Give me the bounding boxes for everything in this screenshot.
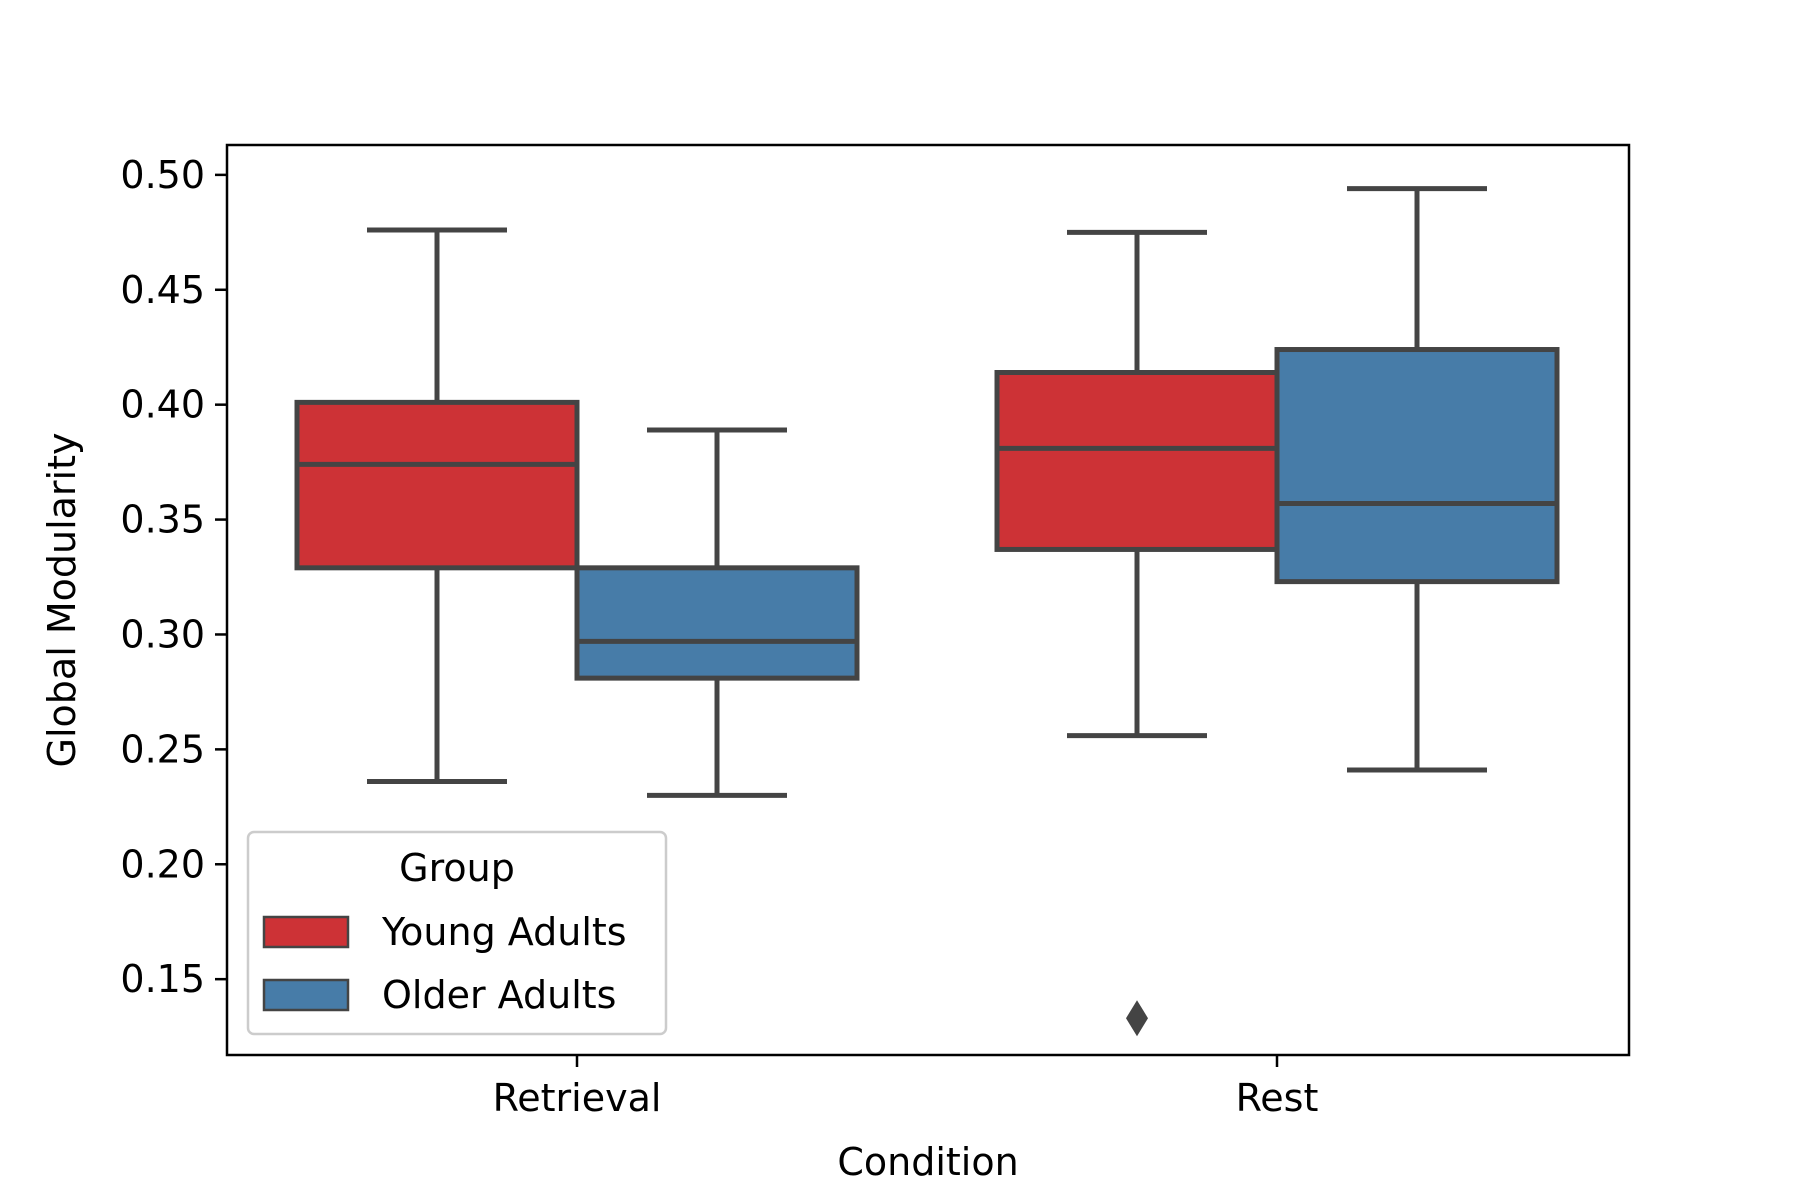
iqr-box [294,399,580,571]
y-axis-label: Global Modularity [40,433,84,768]
y-tick-label: 0.30 [120,612,205,656]
y-tick-label: 0.20 [120,842,205,886]
iqr-box [574,565,860,681]
iqr-box [1274,347,1560,585]
iqr-box [994,370,1280,552]
legend-items: Young Adults Older Adults [262,910,627,1017]
legend-label: Older Adults [382,973,616,1017]
y-tick-label: 0.15 [120,957,205,1001]
legend-label: Young Adults [381,910,627,954]
y-tick-label: 0.50 [120,153,205,197]
y-tick-label: 0.25 [120,727,205,771]
outlier-point [1126,1000,1148,1037]
legend: Group Young Adults Older Adults [246,830,668,1036]
y-axis: 0.15 0.20 0.25 0.30 0.35 0.40 0.45 0.50 [120,153,227,1001]
x-tick-label: Rest [1236,1076,1319,1120]
y-tick-label: 0.40 [120,383,205,427]
box-young-adults-rest [994,229,1280,1037]
box-older-adults-rest [1274,186,1560,773]
y-tick-label: 0.45 [120,268,205,312]
legend-box [246,830,668,1036]
x-axis-label: Condition [837,1140,1018,1184]
legend-swatch [262,915,350,949]
x-axis: Retrieval Rest [493,1055,1319,1120]
y-tick-label: 0.35 [120,498,205,542]
x-tick-label: Retrieval [493,1076,662,1120]
box-young-adults-retrieval [294,227,580,785]
plot-frame [225,143,1631,1057]
boxes-layer [294,186,1560,1037]
legend-swatch [262,978,350,1012]
legend-title: Group [399,846,515,890]
box-older-adults-retrieval [574,427,860,798]
